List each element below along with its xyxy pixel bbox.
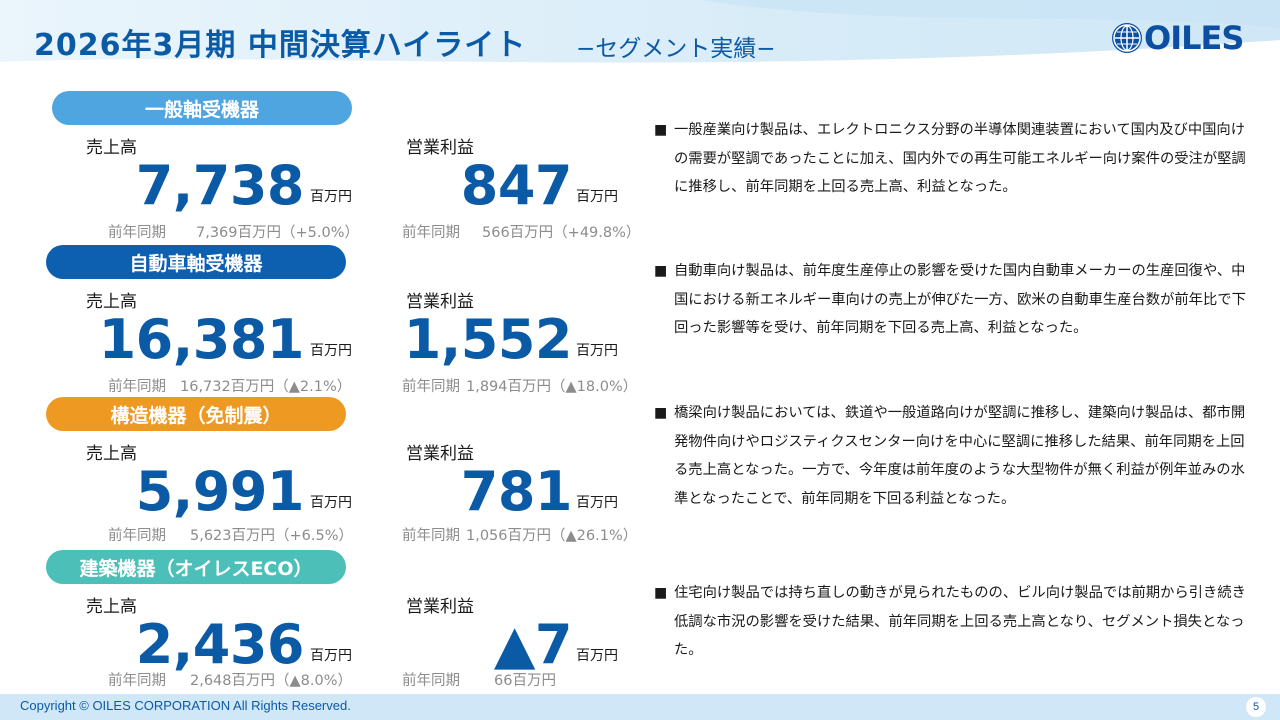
sales-prev-value: 5,623百万円（+6.5%） bbox=[190, 528, 353, 544]
profit-prev-value: 66百万円 bbox=[494, 673, 556, 689]
sales-value: 2,436 bbox=[135, 613, 305, 676]
bullet-square-icon: ■ bbox=[654, 122, 668, 138]
sales-prev-label: 前年同期 bbox=[108, 528, 166, 544]
bullet-square-icon: ■ bbox=[654, 405, 668, 421]
segment-description: ■ 一般産業向け製品は、エレクトロニクス分野の半導体関連装置において国内及び中国… bbox=[654, 116, 1254, 202]
header-banner: 2026年3月期 中間決算ハイライト −セグメント実績− OILES bbox=[0, 0, 1280, 76]
sales-unit: 百万円 bbox=[310, 648, 352, 664]
profit-prev-value: 1,894百万円（▲18.0%） bbox=[466, 379, 638, 395]
profit-value: 781 bbox=[460, 460, 573, 523]
profit-value: ▲7 bbox=[493, 613, 573, 676]
description-text: 橋梁向け製品においては、鉄道や一般道路向けが堅調に推移し、建築向け製品は、都市開… bbox=[674, 405, 1246, 507]
profit-unit: 百万円 bbox=[576, 343, 618, 359]
profit-prev-label: 前年同期 bbox=[402, 528, 460, 544]
sales-prev-value: 7,369百万円（+5.0%） bbox=[196, 225, 359, 241]
segment-pill: 構造機器（免制震） bbox=[46, 397, 346, 431]
profit-value: 847 bbox=[460, 154, 573, 217]
segment-structural: 構造機器（免制震） 売上高 営業利益 5,991 百万円 781 百万円 前年同… bbox=[0, 397, 660, 547]
header-wave-decoration bbox=[0, 0, 1280, 76]
description-text: 自動車向け製品は、前年度生産停止の影響を受けた国内自動車メーカーの生産回復や、中… bbox=[674, 263, 1246, 336]
sales-value: 16,381 bbox=[98, 308, 305, 371]
profit-unit: 百万円 bbox=[576, 648, 618, 664]
segment-description: ■ 住宅向け製品では持ち直しの動きが見られたものの、ビル向け製品では前期から引き… bbox=[654, 579, 1254, 665]
profit-unit: 百万円 bbox=[576, 495, 618, 511]
op-profit-label: 営業利益 bbox=[406, 138, 474, 158]
sales-label: 売上高 bbox=[86, 138, 137, 158]
sales-label: 売上高 bbox=[86, 292, 137, 312]
profit-prev-value: 1,056百万円（▲26.1%） bbox=[466, 528, 638, 544]
profit-prev-label: 前年同期 bbox=[402, 379, 460, 395]
copyright-text: Copyright © OILES CORPORATION All Rights… bbox=[20, 698, 351, 713]
profit-unit: 百万円 bbox=[576, 189, 618, 205]
logo-globe-icon bbox=[1112, 23, 1142, 53]
segment-description: ■ 橋梁向け製品においては、鉄道や一般道路向けが堅調に推移し、建築向け製品は、都… bbox=[654, 399, 1254, 513]
sales-prev-label: 前年同期 bbox=[108, 673, 166, 689]
profit-prev-label: 前年同期 bbox=[402, 673, 460, 689]
sales-prev-label: 前年同期 bbox=[108, 225, 166, 241]
sales-label: 売上高 bbox=[86, 444, 137, 464]
sales-prev-value: 2,648百万円（▲8.0%） bbox=[190, 673, 352, 689]
op-profit-label: 営業利益 bbox=[406, 444, 474, 464]
segment-description: ■ 自動車向け製品は、前年度生産停止の影響を受けた国内自動車メーカーの生産回復や… bbox=[654, 257, 1254, 343]
sales-value: 5,991 bbox=[135, 460, 305, 523]
description-text: 一般産業向け製品は、エレクトロニクス分野の半導体関連装置において国内及び中国向け… bbox=[674, 122, 1246, 195]
footer-bar: Copyright © OILES CORPORATION All Rights… bbox=[0, 694, 1280, 720]
profit-prev-value: 566百万円（+49.8%） bbox=[482, 225, 641, 241]
sales-prev-value: 16,732百万円（▲2.1%） bbox=[180, 379, 352, 395]
segment-pill: 建築機器（オイレスECO） bbox=[46, 550, 346, 584]
company-logo: OILES bbox=[1112, 20, 1244, 56]
sales-unit: 百万円 bbox=[310, 343, 352, 359]
description-text: 住宅向け製品では持ち直しの動きが見られたものの、ビル向け製品では前期から引き続き… bbox=[674, 585, 1246, 658]
page-title: 2026年3月期 中間決算ハイライト bbox=[34, 28, 527, 63]
op-profit-label: 営業利益 bbox=[406, 292, 474, 312]
segment-auto-bearings: 自動車軸受機器 売上高 営業利益 16,381 百万円 1,552 百万円 前年… bbox=[0, 245, 660, 395]
segment-architectural-eco: 建築機器（オイレスECO） 売上高 営業利益 2,436 百万円 ▲7 百万円 … bbox=[0, 550, 660, 700]
profit-value: 1,552 bbox=[403, 308, 573, 371]
page-subtitle: −セグメント実績− bbox=[576, 36, 776, 62]
sales-label: 売上高 bbox=[86, 597, 137, 617]
segment-pill: 自動車軸受機器 bbox=[46, 245, 346, 279]
sales-value: 7,738 bbox=[135, 154, 305, 217]
bullet-square-icon: ■ bbox=[654, 263, 668, 279]
sales-unit: 百万円 bbox=[310, 495, 352, 511]
profit-prev-label: 前年同期 bbox=[402, 225, 460, 241]
sales-unit: 百万円 bbox=[310, 189, 352, 205]
page-number: 5 bbox=[1246, 697, 1266, 717]
segment-pill: 一般軸受機器 bbox=[52, 91, 352, 125]
segment-general-bearings: 一般軸受機器 売上高 営業利益 7,738 百万円 847 百万円 前年同期 7… bbox=[0, 91, 660, 241]
sales-prev-label: 前年同期 bbox=[108, 379, 166, 395]
bullet-square-icon: ■ bbox=[654, 585, 668, 601]
op-profit-label: 営業利益 bbox=[406, 597, 474, 617]
logo-text: OILES bbox=[1144, 19, 1244, 57]
